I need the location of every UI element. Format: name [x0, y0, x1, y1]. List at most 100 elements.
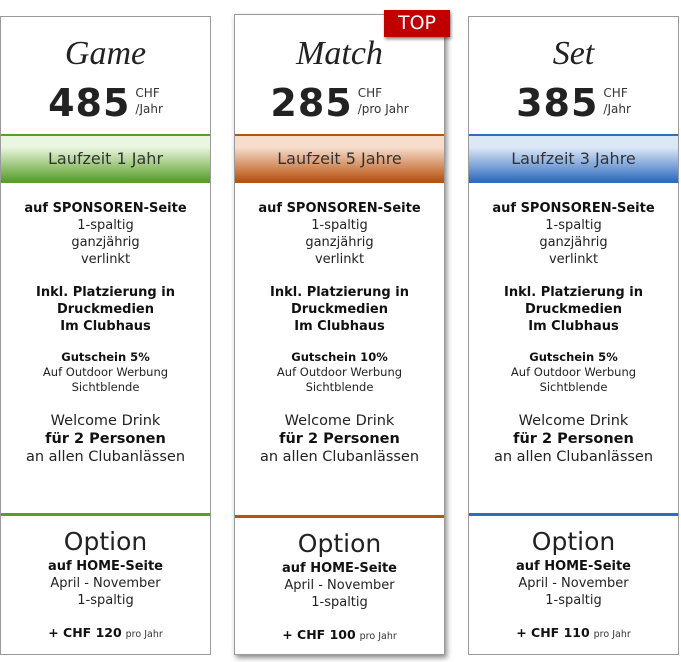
option-line: April - November [50, 576, 161, 591]
price-unit: CHF /Jahr [135, 81, 162, 117]
top-badge: TOP [384, 10, 450, 37]
option-line: 1-spaltig [311, 595, 368, 610]
sponsor-line: verlinkt [314, 252, 365, 267]
voucher-line: Auf Outdoor Werbung [42, 365, 169, 379]
drink-block: Welcome Drink für 2 Personen an allen Cl… [469, 412, 678, 466]
voucher-title: Gutschein 5% [61, 350, 150, 364]
voucher-line: Auf Outdoor Werbung [510, 365, 637, 379]
plan-card-game: Game 485 CHF /Jahr Laufzeit 1 Jahr auf S… [0, 16, 211, 655]
option-subtitle: auf HOME-Seite [515, 559, 632, 574]
option-price-period: pro Jahr [125, 629, 163, 640]
drink-line: an allen Clubanlässen [25, 449, 186, 465]
print-line: Im Clubhaus [60, 319, 151, 334]
option-block: auf HOME-Seite April - November 1-spaltig [1, 558, 210, 609]
option-price-period: pro Jahr [593, 629, 631, 640]
voucher-line: Auf Outdoor Werbung [276, 365, 403, 379]
print-line: Inkl. Platzierung in [36, 285, 175, 300]
option-title: Option [531, 527, 616, 556]
sponsor-line: 1-spaltig [311, 218, 368, 233]
drink-line: für 2 Personen [513, 431, 634, 447]
option-line: April - November [518, 576, 629, 591]
option-price-amount: + CHF 110 [516, 625, 590, 640]
option-divider [1, 513, 210, 516]
sponsor-line: verlinkt [80, 252, 131, 267]
plan-name: Game [64, 35, 147, 72]
option-line: 1-spaltig [77, 593, 134, 608]
option-price: + CHF 100 pro Jahr [235, 627, 444, 642]
option-line: April - November [284, 578, 395, 593]
price-amount: 385 [516, 81, 599, 125]
voucher-line: Sichtblende [539, 380, 608, 394]
voucher-title: Gutschein 10% [291, 350, 388, 364]
print-line: Im Clubhaus [294, 319, 385, 334]
plan-price: 485 CHF /Jahr [1, 81, 210, 125]
drink-line: Welcome Drink [284, 413, 395, 429]
sponsor-line: 1-spaltig [545, 218, 602, 233]
sponsor-title: auf SPONSOREN-Seite [258, 201, 421, 216]
print-line: Druckmedien [524, 302, 622, 317]
plan-price: 285 CHF /pro Jahr [235, 81, 444, 125]
print-block: Inkl. Platzierung in Druckmedien Im Clubha… [1, 284, 210, 335]
sponsor-line: verlinkt [548, 252, 599, 267]
plan-card-set: Set 385 CHF /Jahr Laufzeit 3 Jahre auf S… [468, 16, 679, 655]
price-period: /pro Jahr [357, 102, 409, 116]
price-period: /Jahr [135, 102, 163, 116]
option-title: Option [297, 529, 382, 558]
price-amount: 285 [270, 81, 353, 125]
option-price-period: pro Jahr [359, 631, 397, 642]
price-amount: 485 [48, 81, 131, 125]
plan-price: 385 CHF /Jahr [469, 81, 678, 125]
option-line: 1-spaltig [545, 593, 602, 608]
price-unit: CHF /pro Jahr [358, 81, 409, 117]
print-line: Druckmedien [290, 302, 388, 317]
voucher-line: Sichtblende [71, 380, 140, 394]
voucher-block: Gutschein 5% Auf Outdoor Werbung Sichtble… [469, 350, 678, 395]
print-line: Druckmedien [56, 302, 154, 317]
voucher-line: Sichtblende [305, 380, 374, 394]
sponsor-line: ganzjährig [539, 235, 608, 250]
sponsor-line: ganzjährig [305, 235, 374, 250]
print-block: Inkl. Platzierung in Druckmedien Im Clubha… [235, 284, 444, 335]
option-price: + CHF 110 pro Jahr [469, 625, 678, 640]
price-currency: CHF [357, 86, 383, 100]
print-line: Inkl. Platzierung in [270, 285, 409, 300]
print-line: Im Clubhaus [528, 319, 619, 334]
drink-block: Welcome Drink für 2 Personen an allen Cl… [1, 412, 210, 466]
option-subtitle: auf HOME-Seite [47, 559, 164, 574]
sponsor-line: ganzjährig [71, 235, 140, 250]
option-title: Option [63, 527, 148, 556]
option-block: auf HOME-Seite April - November 1-spaltig [469, 558, 678, 609]
price-currency: CHF [603, 86, 628, 100]
sponsor-line: 1-spaltig [77, 218, 134, 233]
drink-line: Welcome Drink [50, 413, 161, 429]
price-unit: CHF /Jahr [603, 81, 630, 117]
plan-name: Set [552, 35, 595, 72]
drink-line: an allen Clubanlässen [259, 449, 420, 465]
option-divider [235, 515, 444, 518]
drink-line: für 2 Personen [279, 431, 400, 447]
term-band: Laufzeit 1 Jahr [1, 134, 210, 183]
print-line: Inkl. Platzierung in [504, 285, 643, 300]
sponsor-title: auf SPONSOREN-Seite [492, 201, 655, 216]
voucher-block: Gutschein 5% Auf Outdoor Werbung Sichtble… [1, 350, 210, 395]
option-price: + CHF 120 pro Jahr [1, 625, 210, 640]
voucher-block: Gutschein 10% Auf Outdoor Werbung Sichtbl… [235, 350, 444, 395]
voucher-title: Gutschein 5% [529, 350, 618, 364]
sponsor-block: auf SPONSOREN-Seite 1-spaltig ganzjährig v… [235, 200, 444, 268]
sponsor-block: auf SPONSOREN-Seite 1-spaltig ganzjährig v… [469, 200, 678, 268]
plan-name: Match [296, 35, 383, 72]
drink-line: für 2 Personen [45, 431, 166, 447]
option-subtitle: auf HOME-Seite [281, 561, 398, 576]
drink-block: Welcome Drink für 2 Personen an allen Cl… [235, 412, 444, 466]
sponsor-title: auf SPONSOREN-Seite [24, 201, 187, 216]
option-price-amount: + CHF 100 [282, 627, 356, 642]
drink-line: an allen Clubanlässen [493, 449, 654, 465]
term-band: Laufzeit 5 Jahre [235, 134, 444, 183]
price-period: /Jahr [603, 102, 631, 116]
term-band: Laufzeit 3 Jahre [469, 134, 678, 183]
print-block: Inkl. Platzierung in Druckmedien Im Clubha… [469, 284, 678, 335]
option-divider [469, 513, 678, 516]
drink-line: Welcome Drink [518, 413, 629, 429]
plan-card-match: Match 285 CHF /pro Jahr Laufzeit 5 Jahre… [234, 14, 445, 655]
price-currency: CHF [135, 86, 160, 100]
